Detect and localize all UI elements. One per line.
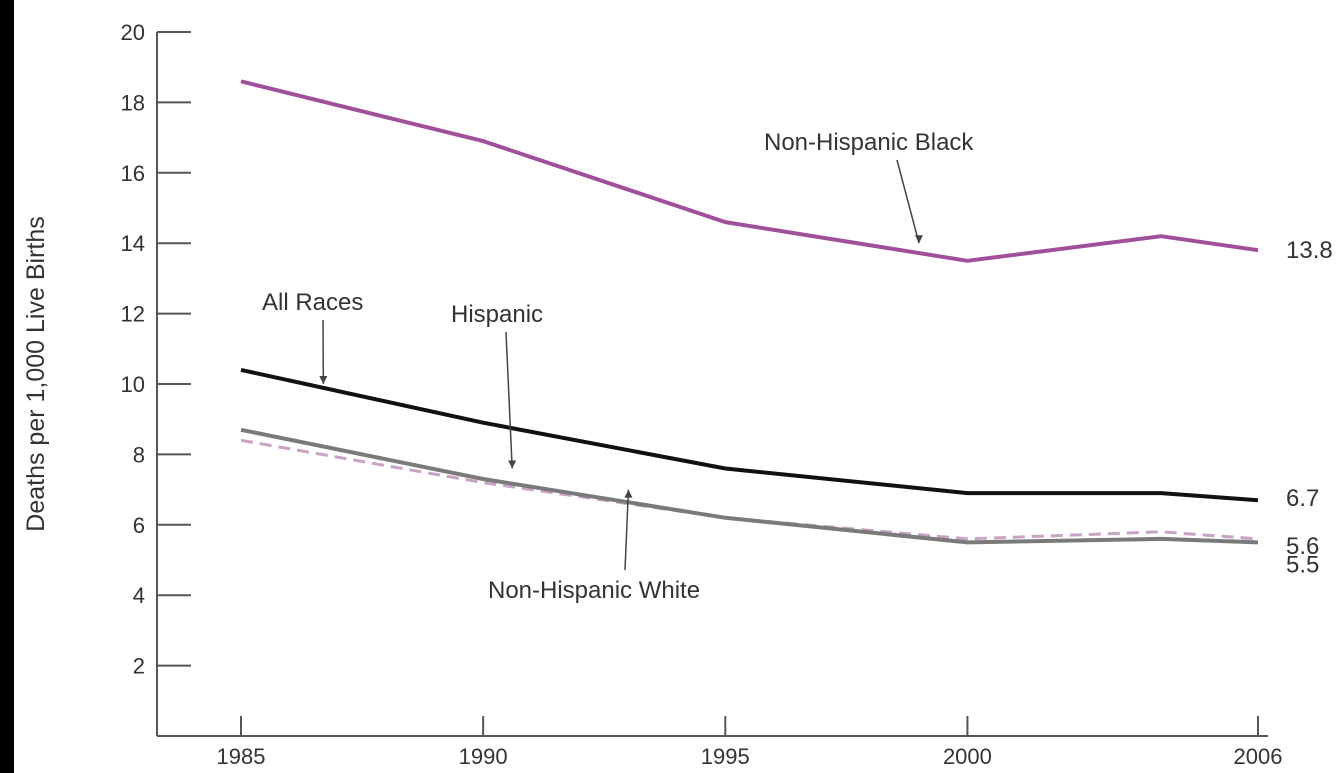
series-line-0 (240, 79, 1259, 263)
end-value-label: 5.6 (1286, 533, 1319, 560)
series-lines (240, 79, 1259, 545)
series-line-3 (240, 427, 1259, 545)
y-tick-label: 20 (121, 20, 145, 45)
annotation-label: Non-Hispanic White (488, 577, 700, 604)
annotation-arrow (505, 331, 513, 469)
end-value-label: 13.8 (1286, 237, 1333, 264)
y-tick-label: 10 (121, 372, 145, 397)
y-tick-label: 12 (121, 302, 145, 327)
annotations: Non-Hispanic Black All Races Hispanic Non-H… (262, 129, 974, 604)
x-tick-label: 1985 (217, 744, 266, 769)
annotation-arrow (624, 489, 630, 571)
end-value-label: 5.5 (1286, 551, 1319, 578)
x-ticks: 1985 1990 1995 2000 2006 (217, 716, 1283, 769)
series-line-2 (240, 438, 1259, 541)
axes (156, 32, 1268, 737)
y-tick-label: 4 (133, 583, 145, 608)
annotation-arrowhead (319, 376, 328, 384)
y-tick-label: 8 (133, 442, 145, 467)
end-value-labels: 13.8 6.7 5.65.5 (1286, 237, 1333, 578)
chart-panel: 2 4 6 8 10 12 14 16 18 20 1985 1990 1995 2000 2006 De… (14, 0, 1336, 773)
end-value-label: 6.7 (1286, 485, 1319, 512)
x-tick-label: 1995 (701, 744, 750, 769)
annotation-label: All Races (262, 289, 363, 316)
y-tick-label: 18 (121, 90, 145, 115)
y-tick-label: 16 (121, 161, 145, 186)
annotation-label: Hispanic (451, 301, 543, 328)
y-axis-title: Deaths per 1,000 Live Births (22, 216, 50, 531)
y-tick-label: 6 (133, 513, 145, 538)
annotation-label: Non-Hispanic Black (764, 129, 974, 156)
series-line-1 (240, 367, 1259, 503)
x-tick-label: 2006 (1234, 744, 1283, 769)
y-tick-label: 14 (121, 231, 145, 256)
chart-svg: 2 4 6 8 10 12 14 16 18 20 1985 1990 1995 2000 2006 De… (22, 20, 1333, 769)
y-ticks: 2 4 6 8 10 12 14 16 18 20 (121, 20, 191, 679)
y-tick-label: 2 (133, 654, 145, 679)
x-tick-label: 1990 (459, 744, 508, 769)
x-tick-label: 2000 (943, 744, 992, 769)
annotation-arrow (896, 159, 920, 244)
annotation-arrowhead (915, 235, 923, 244)
annotation-arrowhead (624, 489, 633, 498)
annotation-arrowhead (508, 460, 517, 469)
